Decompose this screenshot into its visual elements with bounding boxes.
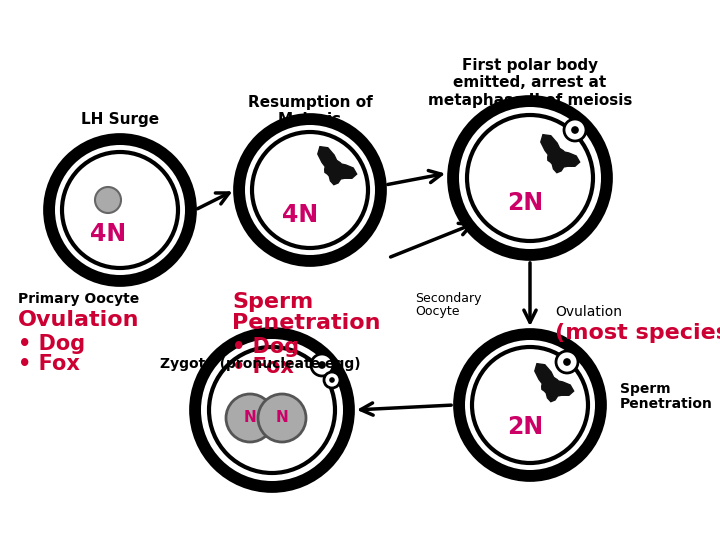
Circle shape xyxy=(95,187,121,213)
Circle shape xyxy=(318,361,326,369)
Text: Ovulation: Ovulation xyxy=(555,305,622,319)
Text: Secondary: Secondary xyxy=(415,292,482,305)
Circle shape xyxy=(252,132,368,248)
Polygon shape xyxy=(318,147,356,185)
Text: Resumption of
Meiosis: Resumption of Meiosis xyxy=(248,95,372,127)
Text: 2N: 2N xyxy=(507,191,543,215)
Text: N: N xyxy=(276,410,289,426)
Text: • Fox: • Fox xyxy=(18,354,80,374)
Text: 4N: 4N xyxy=(282,203,318,227)
Circle shape xyxy=(452,100,608,256)
Circle shape xyxy=(311,354,333,376)
Text: Sperm: Sperm xyxy=(232,292,313,312)
Circle shape xyxy=(459,107,601,249)
Circle shape xyxy=(238,118,382,262)
Circle shape xyxy=(245,125,375,255)
Text: Oocyte: Oocyte xyxy=(415,305,459,318)
Text: LH Surge: LH Surge xyxy=(81,112,159,127)
Text: Penetration: Penetration xyxy=(620,397,713,411)
Circle shape xyxy=(55,145,185,275)
Polygon shape xyxy=(535,363,574,402)
Circle shape xyxy=(329,377,335,383)
Text: Zygote (pronucleate egg): Zygote (pronucleate egg) xyxy=(160,357,361,371)
Circle shape xyxy=(258,394,306,442)
Text: Ovulation: Ovulation xyxy=(18,310,140,330)
Circle shape xyxy=(467,115,593,241)
Text: • Dog: • Dog xyxy=(18,334,85,354)
Text: 4N: 4N xyxy=(90,222,126,246)
Circle shape xyxy=(563,358,571,366)
Circle shape xyxy=(458,333,602,477)
Circle shape xyxy=(226,394,274,442)
Text: Primary Oocyte: Primary Oocyte xyxy=(18,292,139,306)
Circle shape xyxy=(564,119,586,141)
Text: • Dog: • Dog xyxy=(232,337,299,357)
Text: Sperm: Sperm xyxy=(620,382,670,396)
Circle shape xyxy=(201,339,343,481)
Polygon shape xyxy=(541,134,580,173)
Circle shape xyxy=(556,351,578,373)
Circle shape xyxy=(472,347,588,463)
Text: First polar body
emitted, arrest at
metaphase II of meiosis: First polar body emitted, arrest at meta… xyxy=(428,58,632,108)
Circle shape xyxy=(48,138,192,282)
Text: 2N: 2N xyxy=(507,415,543,439)
Text: (most species): (most species) xyxy=(555,323,720,343)
Circle shape xyxy=(194,332,350,488)
Circle shape xyxy=(209,347,335,473)
Text: • Fox: • Fox xyxy=(232,357,294,377)
Text: N: N xyxy=(243,410,256,426)
Text: Penetration: Penetration xyxy=(232,313,380,333)
Circle shape xyxy=(571,126,579,134)
Circle shape xyxy=(465,340,595,470)
Circle shape xyxy=(62,152,178,268)
Circle shape xyxy=(324,372,340,388)
